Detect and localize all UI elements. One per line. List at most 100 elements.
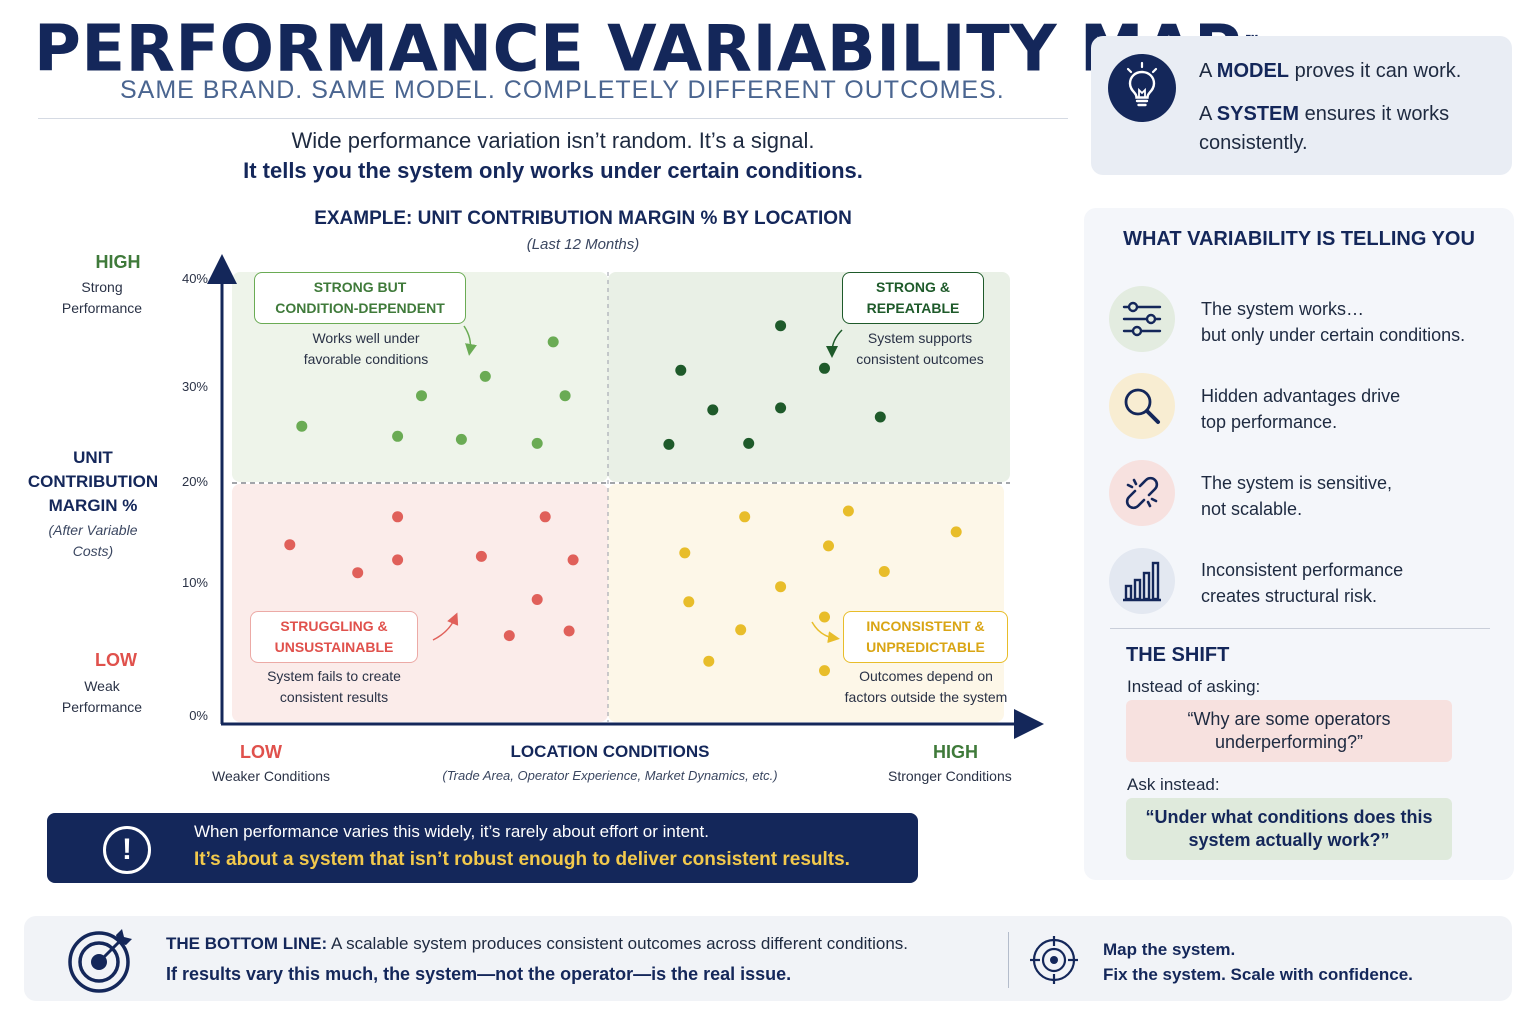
data-point	[392, 554, 404, 566]
system-line-cont: consistently.	[1199, 132, 1308, 154]
y-axis-subtitle: (After Variable Costs)	[48, 522, 138, 559]
data-point	[284, 539, 296, 551]
y-low-label: LOW	[95, 650, 137, 670]
data-point	[735, 624, 747, 636]
exclamation-icon: !	[103, 826, 151, 874]
page-subtitle: SAME BRAND. SAME MODEL. COMPLETELY DIFFE…	[120, 76, 1005, 104]
panel-divider	[1110, 628, 1490, 629]
y-tick-label: 30%	[181, 379, 208, 394]
magnifier-icon	[1109, 373, 1175, 439]
quadrant-label-bottom-left: STRUGGLING & UNSUSTAINABLE	[250, 611, 418, 663]
panel-item-2: Hidden advantages drive top performance.	[1201, 386, 1401, 432]
y-tick-label: 0%	[189, 708, 208, 723]
data-point	[479, 370, 491, 382]
target-arrow-icon	[66, 925, 136, 995]
broken-link-icon	[1109, 460, 1175, 526]
quadrant-desc-bottom-left: System fails to create consistent results	[267, 668, 401, 705]
data-point	[503, 630, 515, 642]
data-point	[739, 511, 751, 523]
y-axis-title: UNIT CONTRIBUTION MARGIN %	[27, 448, 159, 515]
data-point	[775, 581, 787, 593]
data-point	[775, 320, 787, 332]
bottom-line-text-1: THE BOTTOM LINE: A scalable system produ…	[166, 934, 909, 953]
data-point	[707, 404, 719, 416]
quadrant-desc-top-right: System supports consistent outcomes	[856, 330, 984, 367]
panel-item-4: Inconsistent performance creates structur…	[1201, 560, 1404, 606]
chart-subtitle: (Last 12 Months)	[526, 236, 640, 253]
data-point	[950, 526, 962, 538]
banner-line-1: When performance varies this widely, it’…	[194, 822, 709, 841]
data-point	[416, 390, 427, 402]
data-point	[823, 540, 834, 552]
data-point	[675, 364, 687, 376]
data-point	[663, 438, 675, 450]
arrow-top-right	[826, 329, 843, 358]
quadrant-desc-bottom-right: Outcomes depend on factors outside the sy…	[844, 668, 1008, 705]
x-axis-title: LOCATION CONDITIONS	[510, 742, 710, 761]
shift-ask-label: Instead of asking:	[1127, 677, 1261, 696]
data-point	[563, 625, 575, 637]
arrow-bottom-right	[811, 621, 840, 644]
data-point	[775, 402, 787, 414]
y-tick-label: 40%	[181, 271, 208, 286]
shift-instead-label: Ask instead:	[1127, 775, 1220, 794]
data-point	[559, 390, 571, 402]
shift-title: THE SHIFT	[1126, 644, 1230, 666]
lightbulb-icon	[1108, 54, 1176, 122]
data-point	[475, 550, 487, 562]
quadrant-label-bottom-right: INCONSISTENT & UNPREDICTABLE	[843, 611, 1008, 663]
data-point	[683, 596, 695, 608]
data-point	[539, 511, 551, 523]
data-point	[392, 430, 404, 442]
bottom-right-line-1: Map the system.	[1103, 940, 1236, 959]
data-point	[531, 594, 543, 605]
banner-line-2: It’s about a system that isn’t robust en…	[194, 849, 850, 870]
bottom-right-line-2: Fix the system. Scale with confidence.	[1103, 965, 1413, 984]
x-high-label: HIGH	[933, 742, 978, 762]
panel-item-1: The system works… but only under certain …	[1201, 299, 1466, 345]
shift-new-question: “Under what conditions does this system …	[1126, 798, 1452, 860]
data-point	[392, 511, 404, 523]
bottom-line-text-2: If results vary this much, the system—no…	[166, 964, 792, 984]
data-point	[352, 567, 364, 579]
data-point	[703, 655, 715, 667]
data-point	[874, 411, 886, 423]
y-tick-label: 20%	[181, 474, 208, 489]
data-point	[819, 362, 830, 374]
x-axis-subtitle: (Trade Area, Operator Experience, Market…	[442, 768, 778, 783]
y-high-label: HIGH	[95, 252, 141, 272]
header-divider	[38, 118, 1068, 119]
data-point	[878, 566, 890, 577]
arrow-bottom-left	[432, 612, 459, 641]
chart-title: EXAMPLE: UNIT CONTRIBUTION MARGIN % BY L…	[314, 208, 852, 229]
data-point	[819, 611, 830, 623]
panel-item-3: The system is sensitive, not scalable.	[1201, 473, 1393, 519]
x-low-label: LOW	[240, 742, 282, 762]
shift-old-question: “Why are some operators underperforming?…	[1126, 700, 1452, 762]
data-point	[547, 336, 559, 348]
y-high-sub: Strong Performance	[61, 279, 143, 316]
quadrant-top-left-bg	[232, 272, 608, 482]
data-point	[679, 547, 691, 559]
y-low-sub: Weak Performance	[61, 678, 143, 715]
model-line: A MODEL proves it can work.	[1199, 60, 1462, 82]
system-line: A SYSTEM ensures it works	[1199, 103, 1450, 125]
insight-banner	[47, 813, 918, 883]
data-point	[567, 554, 579, 566]
arrow-top-left	[463, 325, 477, 356]
quadrant-desc-top-left: Works well under favorable conditions	[303, 330, 429, 367]
crosshair-icon	[1028, 934, 1080, 986]
bottom-divider	[1008, 932, 1009, 988]
data-point	[842, 505, 854, 517]
data-point	[531, 437, 543, 449]
intro-line-2: It tells you the system only works under…	[243, 158, 863, 183]
quadrant-top-right-bg	[608, 272, 1010, 482]
y-tick-label: 10%	[181, 575, 208, 590]
quadrant-label-top-left: STRONG BUT CONDITION-DEPENDENT	[254, 272, 466, 324]
data-point	[455, 433, 467, 445]
x-high-sub: Stronger Conditions	[888, 768, 1012, 784]
x-low-sub: Weaker Conditions	[212, 768, 331, 784]
panel-title: WHAT VARIABILITY IS TELLING YOU	[1123, 228, 1475, 250]
bottom-line-bar	[24, 916, 1512, 1001]
intro-line-1: Wide performance variation isn’t random.…	[291, 128, 815, 153]
